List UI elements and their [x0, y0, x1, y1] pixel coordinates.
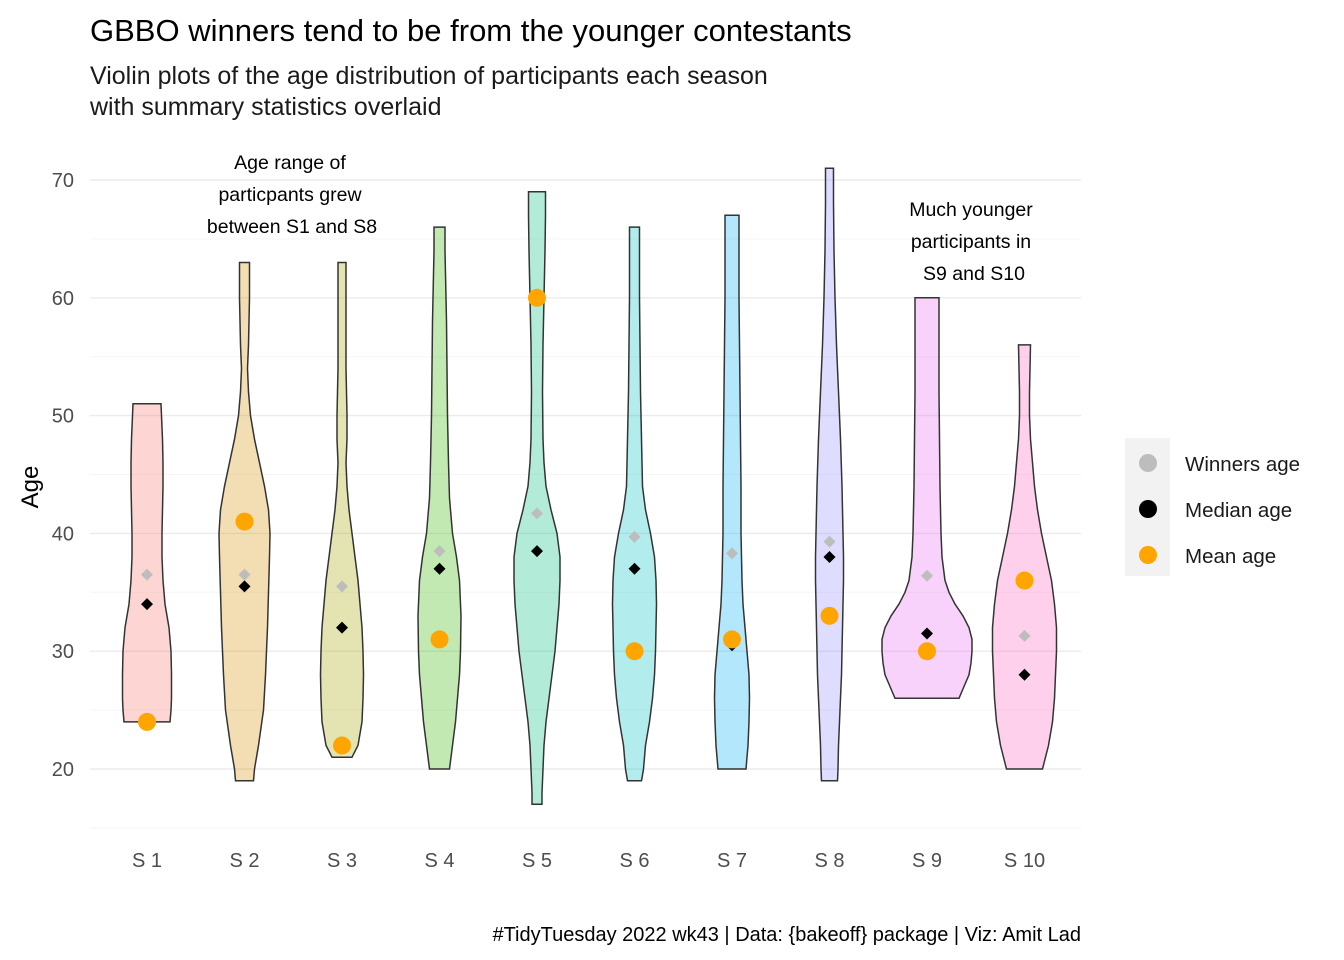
- annotation-line: Much younger: [909, 199, 1033, 221]
- y-axis-ticks: 20 30 40 50 60 70: [52, 170, 74, 781]
- winners-age-point: [921, 569, 933, 582]
- violin-s1: [121, 403, 173, 723]
- legend-label-median: Median age: [1185, 499, 1292, 522]
- x-tick-label: S 3: [327, 850, 357, 872]
- x-tick-label: S 1: [132, 850, 162, 872]
- mean-age-point: [723, 630, 741, 649]
- winners-age-point: [1018, 629, 1031, 642]
- winners-age-point: [628, 530, 641, 543]
- x-tick-label: S 10: [1004, 850, 1045, 872]
- y-tick-label: 70: [52, 170, 74, 192]
- mean-age-point: [333, 736, 351, 755]
- legend: Winners age Median age Mean age: [1125, 438, 1300, 576]
- mean-age-point: [430, 630, 449, 649]
- x-tick-label: S 4: [424, 850, 454, 872]
- x-axis-ticks: S 1 S 2 S 3 S 4 S 5 S 6 S 7 S 8 S 9 S 10: [132, 850, 1045, 872]
- mean-age-point: [820, 606, 839, 625]
- median-age-point: [531, 545, 543, 558]
- chart-title: GBBO winners tend to be from the younger…: [90, 13, 852, 48]
- median-age-point: [628, 562, 641, 575]
- y-tick-label: 20: [52, 759, 74, 781]
- x-tick-label: S 6: [619, 850, 649, 872]
- violin-s8: [814, 167, 845, 782]
- annotation-line: particpants grew: [218, 184, 362, 206]
- median-age-point: [823, 550, 836, 563]
- summary-points: [138, 288, 1034, 755]
- winners-age-point: [531, 507, 543, 520]
- violin-s6: [611, 226, 658, 782]
- legend-key-mean: [1139, 546, 1157, 564]
- x-tick-label: S 9: [912, 850, 942, 872]
- y-tick-label: 50: [52, 406, 74, 428]
- winners-age-point: [726, 547, 738, 560]
- x-tick-label: S 2: [229, 850, 259, 872]
- legend-label-winners: Winners age: [1185, 453, 1300, 476]
- chart-caption: #TidyTuesday 2022 wk43 | Data: {bakeoff}…: [492, 924, 1081, 946]
- winners-age-point: [238, 568, 251, 581]
- legend-label-mean: Mean age: [1185, 545, 1276, 568]
- chart-subtitle-line-1: Violin plots of the age distribution of …: [90, 62, 768, 90]
- winners-age-point: [823, 535, 836, 548]
- violin-s10: [991, 344, 1058, 770]
- annotation-line: Age range of: [234, 152, 346, 174]
- median-age-point: [1018, 668, 1031, 681]
- y-tick-label: 40: [52, 523, 74, 545]
- y-tick-label: 30: [52, 641, 74, 663]
- mean-age-point: [918, 642, 936, 661]
- x-tick-label: S 5: [522, 850, 552, 872]
- y-axis-label: Age: [17, 466, 44, 509]
- x-tick-label: S 7: [717, 850, 747, 872]
- violin-s5: [513, 191, 561, 806]
- winners-age-point: [141, 568, 153, 581]
- chart-subtitle-line-2: with summary statistics overlaid: [89, 93, 441, 121]
- mean-age-point: [625, 642, 644, 661]
- violin-s4: [417, 226, 462, 770]
- winners-age-point: [336, 580, 348, 593]
- median-age-point: [921, 627, 933, 640]
- violin-s3: [319, 261, 365, 758]
- mean-age-point: [1015, 571, 1034, 590]
- annotation-younger: Much younger participants in S9 and S10: [909, 199, 1033, 285]
- legend-key-winners: [1139, 454, 1157, 472]
- violin-s7: [713, 214, 751, 770]
- mean-age-point: [138, 712, 156, 731]
- annotation-range-growth: Age range of particpants grew between S1…: [207, 152, 377, 238]
- winners-age-point: [433, 545, 446, 558]
- mean-age-point: [235, 512, 254, 531]
- y-tick-label: 60: [52, 288, 74, 310]
- violin-s9: [881, 297, 973, 700]
- median-age-point: [336, 621, 348, 634]
- median-age-point: [141, 598, 153, 611]
- legend-key-median: [1139, 500, 1157, 518]
- median-age-point: [433, 562, 446, 575]
- annotation-line: S9 and S10: [923, 263, 1025, 285]
- mean-age-point: [528, 288, 546, 307]
- median-age-point: [238, 580, 251, 593]
- violins: [121, 167, 1058, 806]
- annotation-line: participants in: [911, 231, 1031, 253]
- x-tick-label: S 8: [814, 850, 844, 872]
- annotation-line: between S1 and S8: [207, 216, 377, 238]
